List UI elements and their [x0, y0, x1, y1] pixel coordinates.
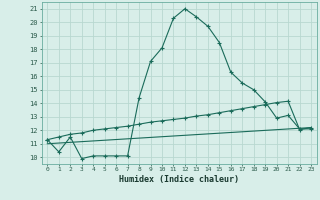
- X-axis label: Humidex (Indice chaleur): Humidex (Indice chaleur): [119, 175, 239, 184]
